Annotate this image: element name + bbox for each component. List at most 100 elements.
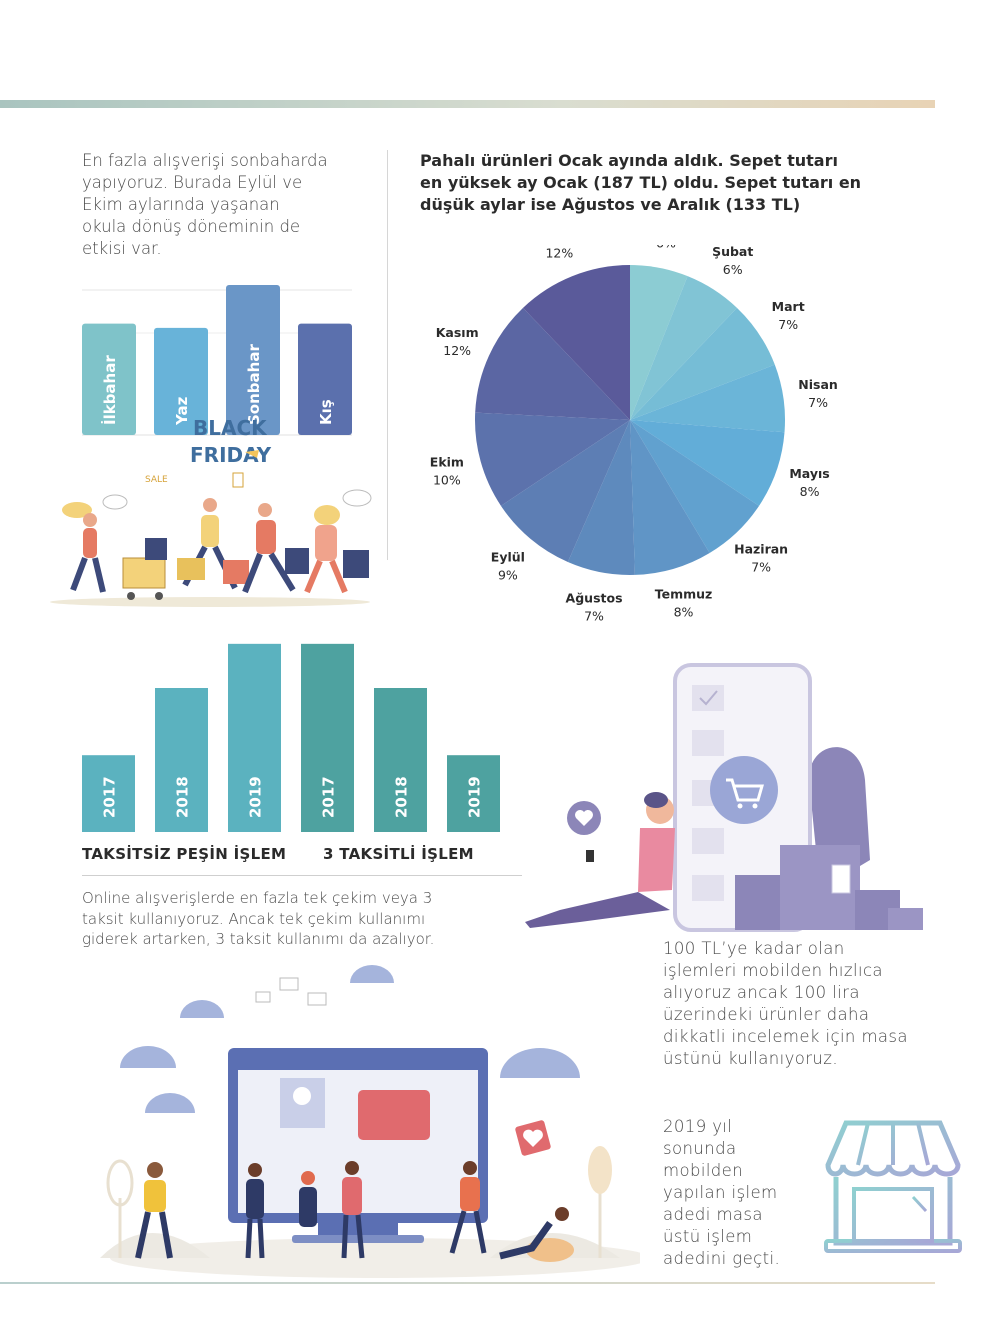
pie-label-name: Haziran (734, 542, 788, 557)
ground-shadow (50, 597, 370, 607)
pie-slice-4 (630, 420, 785, 506)
installment-bar-label: 2017 (320, 776, 338, 818)
pie-label-value: 8% (800, 484, 820, 499)
pie-label-value: 12% (545, 246, 573, 261)
parachute-icon (350, 965, 394, 983)
pie-slice-1 (630, 276, 737, 420)
shopping-bag-icon (343, 550, 369, 578)
pie-label-value: 7% (751, 560, 771, 575)
pie-label-name: Ağustos (566, 591, 623, 606)
sale-tag-text: SALE (145, 475, 168, 485)
person-legs (304, 559, 348, 594)
pie-label-value: 7% (808, 395, 828, 410)
bottom-line (0, 1282, 935, 1284)
shopping-bag-icon (145, 538, 167, 560)
pie-label-value: 10% (433, 473, 461, 488)
gift-box (888, 908, 923, 930)
person-body (315, 525, 337, 561)
speech-bubble-icon (342, 489, 372, 507)
check-icon (699, 690, 718, 706)
person-head (248, 1163, 262, 1177)
installment-bar-4 (374, 688, 427, 832)
glass-shine (911, 1195, 928, 1213)
pie-label-value: 6% (723, 262, 743, 277)
cart-wheel-icon (155, 592, 163, 600)
pie-label-value: 9% (498, 568, 518, 583)
pie-slice-2 (630, 307, 775, 420)
column-divider (387, 150, 388, 560)
list-item-placeholder (692, 828, 724, 854)
group-label-installment: 3 TAKSİTLİ İŞLEM (323, 845, 474, 863)
person-head (463, 1161, 477, 1175)
person-head (345, 1161, 359, 1175)
parachute-icon (120, 1046, 176, 1068)
list-item-placeholder (692, 730, 724, 756)
hill-shape (100, 1233, 210, 1258)
person-body (144, 1180, 166, 1212)
person-legs (245, 1218, 265, 1259)
installment-note: Online alışverişlerde en fazla tek çekim… (82, 889, 435, 948)
installment-bar-label: 2019 (247, 776, 265, 818)
installment-bar-label: 2019 (466, 776, 484, 818)
person-body (83, 528, 97, 558)
person-body (342, 1177, 362, 1215)
monthly-pie-chart: Ocak6%Şubat6%Mart7%Nisan7%Mayıs8%Haziran… (430, 245, 838, 624)
pie-label-value: 7% (778, 317, 798, 332)
group-divider (82, 875, 522, 876)
installment-bar-2 (228, 643, 281, 832)
pie-label-name: Kasım (436, 325, 479, 340)
person-legs (135, 1211, 173, 1259)
pie-slice-5 (630, 420, 760, 553)
cart-wheel-icon (752, 803, 758, 809)
envelope-icon (279, 977, 299, 991)
hand-pointer-icon (245, 450, 259, 458)
person-hair (62, 502, 92, 518)
season-bar-chart: İlkbahar Yaz Sonbahar Kış (82, 285, 352, 436)
season-bar-3 (298, 323, 352, 435)
tree-trunk (118, 1188, 602, 1258)
year-note: 2019 yıl sonunda mobilden yapılan işlem … (663, 1117, 781, 1268)
pie-slice-6 (630, 420, 710, 575)
shopping-bag-icon (177, 558, 205, 580)
person-legs (242, 552, 296, 594)
person-hair (314, 505, 340, 525)
parachute-icon (180, 1000, 224, 1018)
parachute-icon (145, 1093, 195, 1113)
storefront-icon (824, 1120, 962, 1253)
checkbox-icon (692, 685, 724, 711)
chat-bubble (358, 1090, 430, 1140)
shopping-bag-icon (223, 560, 249, 584)
top-gradient-bar (0, 100, 935, 108)
cart-wheel-icon (737, 803, 743, 809)
person-head (83, 513, 97, 527)
awning-stripes (856, 1122, 930, 1166)
speech-bubble-icon (102, 494, 128, 510)
woman-hair (644, 792, 668, 808)
installment-bar-5 (447, 755, 500, 832)
shopping-cart-icon (122, 557, 166, 589)
person-head (555, 1207, 569, 1221)
cart-wheel-icon (127, 592, 135, 600)
parachute-icon (500, 1048, 580, 1078)
pie-slice-3 (630, 364, 785, 433)
season-bar-2 (226, 285, 280, 435)
installment-bar-0 (82, 755, 135, 832)
shopping-bag-icon (232, 472, 244, 488)
mobile-note: 100 TL’ye kadar olan işlemleri mobilden … (663, 939, 908, 1068)
cart-circle (710, 756, 778, 824)
person-body (246, 1179, 264, 1219)
pie-label-value: 12% (443, 343, 471, 358)
person-body (299, 1187, 317, 1227)
pie-label-name: Temmuz (655, 586, 713, 601)
pie-label-name: Mayıs (789, 466, 829, 481)
awning-icon (825, 1120, 961, 1177)
tree-icon (106, 1159, 134, 1207)
person-head (203, 498, 217, 512)
season-bar-label: Kış (317, 399, 335, 425)
heart-icon (575, 810, 593, 826)
pie-label-name: Şubat (712, 245, 753, 259)
pie-slice-0 (630, 265, 688, 420)
black-friday-text-2: FRIDAY (190, 443, 272, 467)
installment-bar-1 (155, 688, 208, 832)
avatar-icon (293, 1087, 311, 1105)
